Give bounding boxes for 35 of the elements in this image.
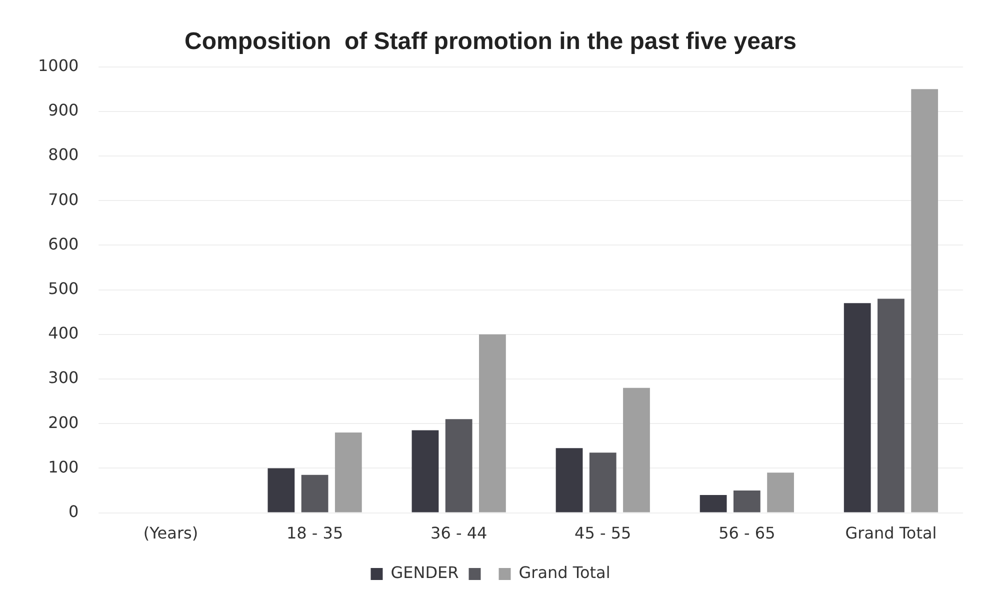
bar bbox=[334, 432, 362, 512]
x-tick-label: 18 - 35 bbox=[286, 524, 344, 543]
y-tick-label: 1000 bbox=[38, 56, 79, 75]
y-tick-label: 0 bbox=[68, 502, 79, 521]
bar bbox=[268, 468, 295, 512]
bar bbox=[878, 298, 904, 512]
x-tick-label: 36 - 44 bbox=[430, 524, 488, 543]
legend-label: GENDER bbox=[390, 563, 459, 582]
bar bbox=[412, 430, 439, 512]
x-tick-label: (Years) bbox=[143, 524, 198, 543]
y-tick-label: 200 bbox=[48, 412, 79, 432]
y-tick-label: 100 bbox=[48, 457, 79, 476]
y-tick-label: 500 bbox=[48, 278, 79, 298]
legend-label: Grand Total bbox=[518, 563, 610, 582]
y-tick-label: 300 bbox=[48, 368, 79, 388]
y-tick-label: 400 bbox=[48, 324, 79, 343]
bar bbox=[479, 334, 506, 512]
bar bbox=[589, 452, 616, 512]
bar bbox=[445, 419, 472, 512]
x-tick-label: Grand Total bbox=[845, 524, 937, 543]
y-tick-label: 700 bbox=[48, 190, 79, 209]
bar bbox=[767, 472, 794, 512]
x-tick-label: 45 - 55 bbox=[574, 524, 632, 543]
chart-title: Composition of Staff promotion in the past five years bbox=[184, 28, 797, 56]
bar bbox=[911, 89, 938, 512]
bar bbox=[844, 303, 871, 512]
x-tick-label: 56 - 65 bbox=[718, 524, 776, 543]
bar bbox=[623, 388, 650, 512]
y-tick-label: 600 bbox=[48, 234, 79, 254]
y-tick-label: 800 bbox=[48, 145, 79, 164]
bar bbox=[301, 474, 328, 512]
bar bbox=[733, 490, 760, 512]
bar bbox=[700, 494, 727, 512]
bar bbox=[556, 448, 583, 512]
y-tick-label: 900 bbox=[48, 100, 79, 120]
